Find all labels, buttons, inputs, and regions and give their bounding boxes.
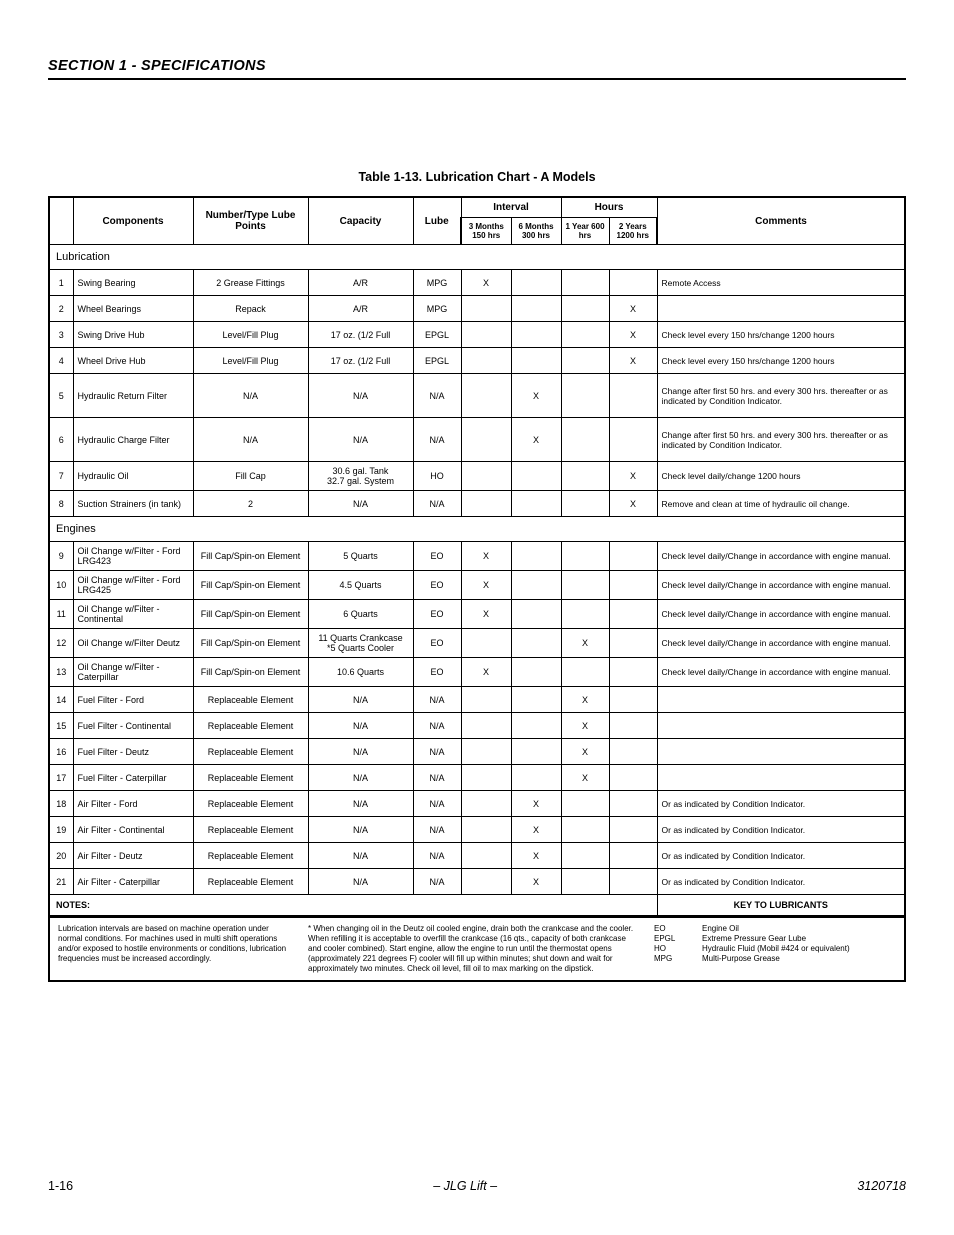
table-row: 20Air Filter - DeutzReplaceable ElementN… (49, 843, 905, 869)
table-row: 10Oil Change w/Filter - Ford LRG425Fill … (49, 571, 905, 600)
table-row: 8Suction Strainers (in tank)2N/AN/AXRemo… (49, 491, 905, 517)
col-2years: 2 Years 1200 hrs (609, 218, 657, 245)
col-hours: Hours (561, 197, 657, 218)
table-row: 9Oil Change w/Filter - Ford LRG423Fill C… (49, 542, 905, 571)
footer-right: 3120718 (857, 1179, 906, 1193)
notes-mid: * When changing oil in the Deutz oil coo… (300, 918, 646, 980)
col-1year: 1 Year 600 hrs (561, 218, 609, 245)
table-row: 14Fuel Filter - FordReplaceable ElementN… (49, 687, 905, 713)
key-label: KEY TO LUBRICANTS (657, 895, 905, 917)
notes-footer: Lubrication intervals are based on machi… (48, 917, 906, 982)
table-title: Table 1-13. Lubrication Chart - A Models (48, 170, 906, 184)
section-row: Engines (49, 517, 905, 542)
table-row: 1Swing Bearing2 Grease FittingsA/RMPGXRe… (49, 270, 905, 296)
col-interval: Interval (461, 197, 561, 218)
col-comments: Comments (657, 197, 905, 245)
notes-left: Lubrication intervals are based on machi… (50, 918, 300, 980)
col-lube: Lube (413, 197, 461, 245)
table-row: 15Fuel Filter - ContinentalReplaceable E… (49, 713, 905, 739)
table-row: 4Wheel Drive HubLevel/Fill Plug17 oz. (1… (49, 348, 905, 374)
lubrication-table: Components Number/Type Lube Points Capac… (48, 196, 906, 917)
footer-center: – JLG Lift – (433, 1179, 497, 1193)
table-row: 6Hydraulic Charge FilterN/AN/AN/AXChange… (49, 418, 905, 462)
table-row: 18Air Filter - FordReplaceable ElementN/… (49, 791, 905, 817)
table-row: 11Oil Change w/Filter - ContinentalFill … (49, 600, 905, 629)
section-row: Lubrication (49, 245, 905, 270)
col-lube-points: Number/Type Lube Points (193, 197, 308, 245)
col-3months: 3 Months 150 hrs (461, 218, 511, 245)
col-components: Components (73, 197, 193, 245)
page-number: 1-16 (48, 1179, 73, 1193)
col-capacity: Capacity (308, 197, 413, 245)
col-6months: 6 Months 300 hrs (511, 218, 561, 245)
table-row: 17Fuel Filter - CaterpillarReplaceable E… (49, 765, 905, 791)
section-header: SECTION 1 - SPECIFICATIONS (48, 58, 906, 80)
table-row: 13Oil Change w/Filter - CaterpillarFill … (49, 658, 905, 687)
table-row: 5Hydraulic Return FilterN/AN/AN/AXChange… (49, 374, 905, 418)
table-row: 2Wheel BearingsRepackA/RMPGX (49, 296, 905, 322)
key-abbr: EO EPGL HO MPG (646, 918, 694, 980)
notes-label: NOTES: (49, 895, 657, 917)
table-row: 19Air Filter - ContinentalReplaceable El… (49, 817, 905, 843)
table-row: 16Fuel Filter - DeutzReplaceable Element… (49, 739, 905, 765)
page-footer: 1-16 – JLG Lift – 3120718 (48, 1179, 906, 1193)
table-row: 12Oil Change w/Filter DeutzFill Cap/Spin… (49, 629, 905, 658)
key-desc: Engine Oil Extreme Pressure Gear Lube Hy… (694, 918, 904, 980)
table-row: 21Air Filter - CaterpillarReplaceable El… (49, 869, 905, 895)
table-row: 7Hydraulic OilFill Cap30.6 gal. Tank 32.… (49, 462, 905, 491)
table-row: 3Swing Drive HubLevel/Fill Plug17 oz. (1… (49, 322, 905, 348)
